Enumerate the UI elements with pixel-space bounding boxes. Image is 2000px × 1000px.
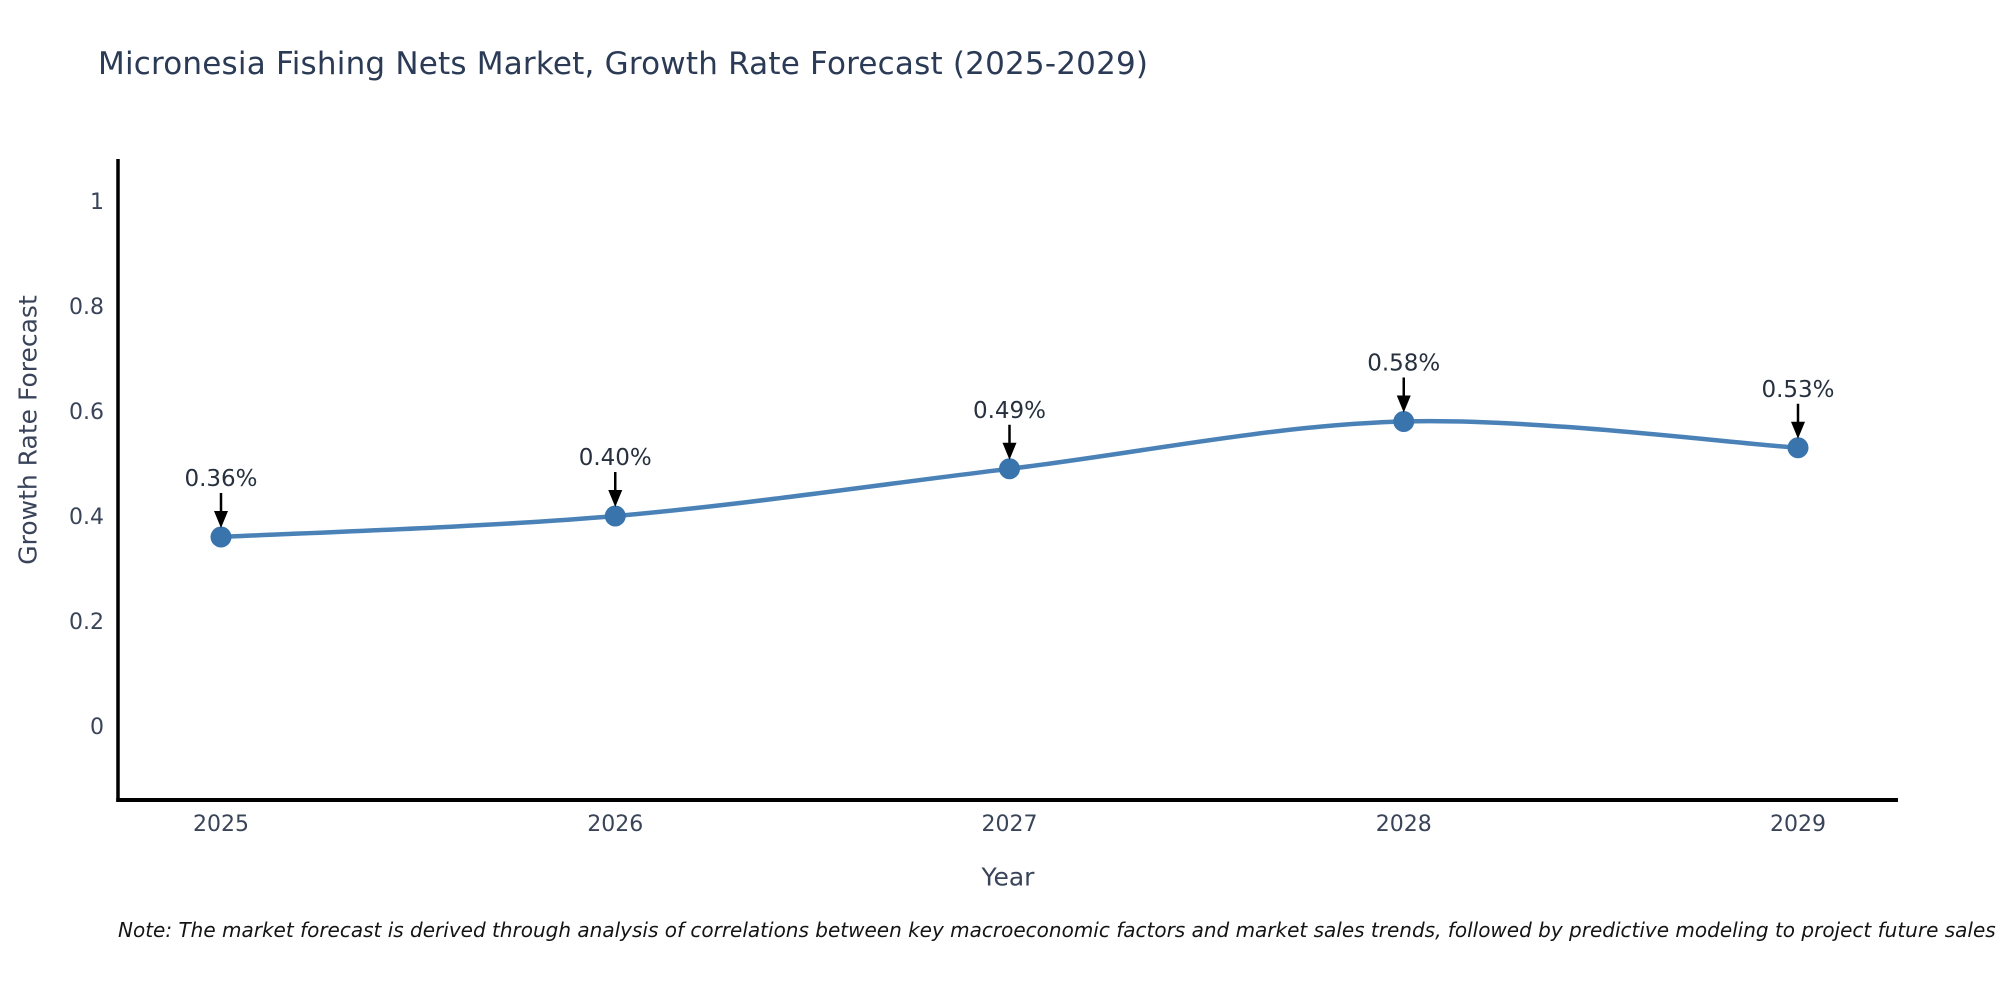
annotation-arrowhead — [608, 490, 623, 507]
data-point-marker — [1393, 411, 1415, 432]
y-tick-label: 0.4 — [69, 505, 104, 530]
annotation-label: 0.36% — [184, 466, 257, 492]
annotation-arrowhead — [1396, 395, 1411, 413]
x-tick-label: 2027 — [982, 812, 1038, 837]
y-tick-label: 0.6 — [69, 400, 104, 425]
x-tick-label: 2029 — [1770, 812, 1826, 837]
annotation-label: 0.58% — [1367, 351, 1440, 377]
x-tick-label: 2028 — [1376, 812, 1432, 837]
x-axis-title: Year — [981, 862, 1035, 892]
annotation-arrowhead — [214, 511, 228, 528]
annotation-arrowhead — [1002, 442, 1017, 460]
y-tick-label: 0.8 — [69, 295, 104, 320]
data-point-marker — [999, 458, 1020, 480]
chart-title: Micronesia Fishing Nets Market, Growth R… — [98, 46, 1149, 82]
x-tick-label: 2026 — [587, 812, 643, 837]
x-tick-label: 2025 — [193, 812, 249, 837]
annotation-arrowhead — [1791, 421, 1805, 439]
data-point-marker — [1787, 437, 1809, 459]
footnote: Note: The market forecast is derived thr… — [118, 918, 1996, 942]
annotation-label: 0.49% — [973, 398, 1046, 424]
data-point-marker — [604, 505, 626, 527]
y-tick-label: 0.2 — [69, 610, 104, 635]
data-point-marker — [210, 526, 232, 548]
annotation-label: 0.40% — [579, 445, 652, 471]
y-tick-label: 0 — [90, 715, 104, 740]
annotation-label: 0.53% — [1761, 377, 1834, 403]
y-tick-label: 1 — [90, 190, 104, 215]
